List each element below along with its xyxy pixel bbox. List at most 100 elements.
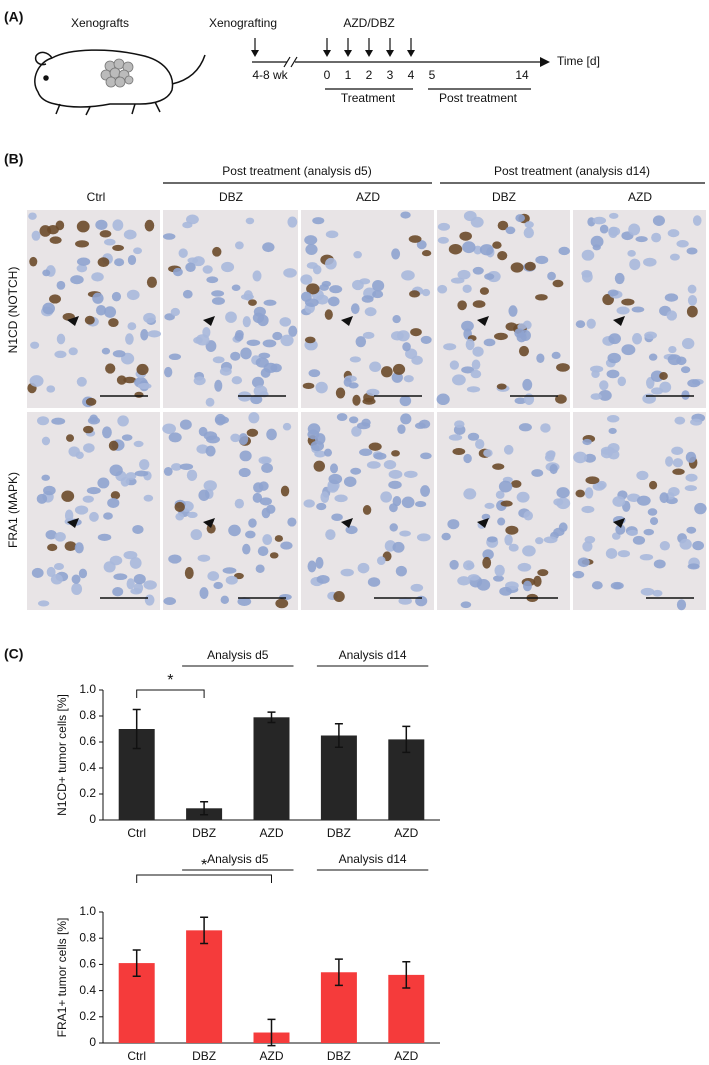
nucleus	[402, 342, 411, 352]
day: 2	[366, 68, 373, 82]
nucleus	[505, 525, 519, 535]
nucleus	[472, 300, 486, 308]
nucleus	[552, 279, 564, 288]
nucleus	[535, 255, 549, 265]
y-tick-label: 0.4	[79, 760, 96, 774]
nucleus	[175, 512, 185, 521]
nucleus	[642, 393, 656, 404]
nucleus	[614, 272, 625, 285]
micrograph	[27, 210, 162, 408]
nucleus	[522, 580, 532, 592]
nucleus	[345, 525, 358, 535]
nucleus	[103, 306, 117, 318]
panel-label: (A)	[4, 9, 23, 25]
micrograph	[162, 412, 298, 610]
nucleus	[147, 330, 162, 338]
nucleus	[680, 366, 691, 374]
nucleus	[320, 491, 330, 503]
day: 0	[324, 68, 331, 82]
nucleus	[163, 466, 173, 476]
y-axis-label: N1CD+ tumor cells [%]	[55, 694, 69, 816]
error-bar	[402, 725, 411, 754]
x-tick-label: DBZ	[327, 1049, 351, 1063]
nucleus	[117, 415, 129, 427]
nucleus	[235, 241, 244, 250]
nucleus	[517, 562, 532, 572]
nucleus	[497, 220, 509, 231]
nucleus	[627, 493, 641, 502]
nucleus	[398, 597, 412, 605]
nucleus	[248, 412, 260, 424]
nucleus	[253, 306, 266, 317]
nucleus	[64, 509, 74, 522]
error-bar	[132, 708, 141, 750]
nucleus	[536, 353, 545, 364]
nucleus	[203, 480, 217, 492]
nucleus	[575, 489, 585, 498]
pre-label: 4-8 wk	[252, 68, 288, 82]
nucleus	[535, 537, 544, 545]
column-label: Ctrl	[87, 190, 106, 204]
nucleus	[46, 566, 56, 578]
nucleus	[523, 227, 534, 239]
error-bar	[402, 961, 411, 989]
nucleus	[685, 473, 698, 482]
nucleus	[49, 294, 62, 304]
nucleus	[245, 530, 256, 539]
nucleus	[68, 347, 78, 356]
nucleus	[36, 416, 50, 426]
arrowhead	[67, 518, 79, 528]
x-tick-label: AZD	[394, 826, 418, 840]
nucleus	[37, 600, 50, 607]
day: 5	[429, 68, 436, 82]
nucleus	[313, 460, 325, 472]
nucleus	[74, 542, 84, 554]
nucleus	[679, 538, 692, 550]
nucleus	[195, 334, 210, 346]
nucleus	[228, 524, 241, 537]
nucleus	[484, 502, 495, 509]
nucleus	[463, 453, 472, 464]
nucleus	[465, 338, 475, 351]
nucleus	[651, 232, 662, 243]
nucleus	[143, 494, 154, 502]
nucleus	[54, 531, 66, 542]
nucleus	[499, 586, 512, 596]
timeline	[251, 38, 550, 90]
nucleus	[457, 269, 471, 280]
micrograph	[572, 412, 707, 611]
nucleus	[266, 428, 277, 441]
nucleus	[498, 480, 513, 493]
nucleus	[260, 368, 271, 378]
nucleus	[112, 350, 126, 358]
nucleus	[617, 376, 627, 387]
nucleus	[330, 463, 339, 474]
nucleus	[266, 504, 276, 514]
nucleus	[590, 235, 604, 248]
nucleus	[325, 230, 339, 239]
nucleus	[315, 381, 328, 394]
nucleus	[510, 262, 524, 273]
nucleus	[248, 299, 257, 306]
micrograph	[573, 210, 706, 408]
nucleus	[31, 567, 44, 578]
nucleus	[590, 393, 602, 400]
nucleus	[238, 433, 249, 445]
nucleus	[516, 332, 527, 343]
nucleus	[460, 601, 472, 609]
y-tick-label: 0.6	[79, 734, 96, 748]
nucleus	[146, 276, 157, 288]
nucleus	[348, 416, 359, 424]
error-bar	[132, 949, 141, 977]
nucleus	[108, 318, 119, 328]
nucleus	[380, 491, 392, 503]
nucleus	[437, 236, 449, 244]
nucleus	[416, 533, 431, 542]
nucleus	[581, 269, 593, 278]
nucleus	[392, 315, 401, 324]
arrowhead	[203, 518, 215, 528]
nucleus	[325, 529, 336, 540]
nucleus	[262, 242, 275, 253]
micrograph-bg	[163, 210, 298, 408]
nucleus	[319, 284, 329, 291]
